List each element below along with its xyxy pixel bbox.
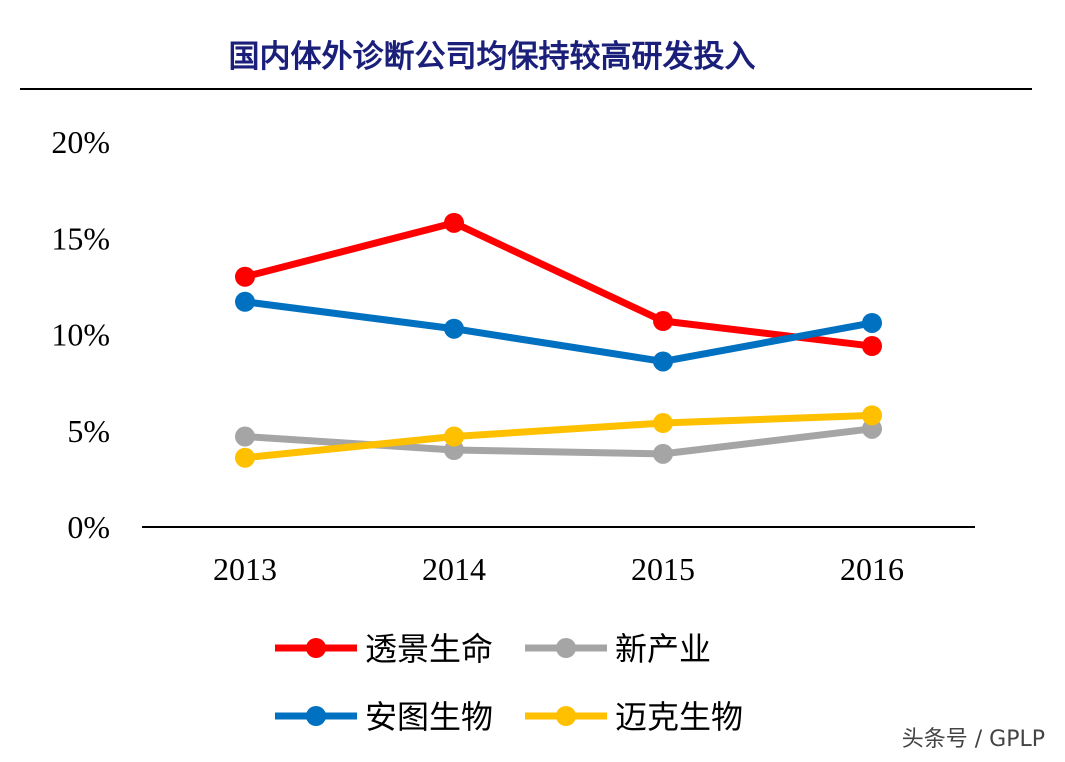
data-point bbox=[444, 212, 464, 233]
data-point bbox=[235, 266, 255, 287]
series-透景生命 bbox=[235, 212, 882, 357]
data-point bbox=[444, 426, 464, 447]
x-tick-label: 2013 bbox=[213, 551, 277, 587]
y-tick-label: 20% bbox=[51, 124, 110, 160]
y-tick-label: 10% bbox=[51, 317, 110, 353]
legend-marker bbox=[306, 638, 326, 658]
y-tick-label: 0% bbox=[67, 509, 110, 545]
series-line bbox=[244, 298, 873, 365]
legend-label: 新产业 bbox=[615, 631, 711, 667]
legend-marker bbox=[556, 638, 576, 658]
watermark: 头条号 / GPLP bbox=[902, 727, 1045, 752]
legend-item: 安图生物 bbox=[275, 699, 493, 735]
series-新产业 bbox=[235, 418, 882, 464]
series-line bbox=[244, 219, 873, 350]
x-tick-label: 2016 bbox=[840, 551, 904, 587]
data-point bbox=[235, 447, 255, 468]
legend-marker bbox=[556, 706, 576, 726]
data-point bbox=[862, 336, 882, 357]
x-tick-label: 2014 bbox=[422, 551, 486, 587]
legend-label: 安图生物 bbox=[365, 699, 493, 735]
series-安图生物 bbox=[235, 291, 882, 372]
data-point bbox=[235, 291, 255, 312]
data-point bbox=[862, 312, 882, 333]
series-迈克生物 bbox=[235, 405, 882, 468]
legend-item: 新产业 bbox=[525, 631, 711, 667]
legend-label: 透景生命 bbox=[365, 631, 493, 667]
y-tick-label: 5% bbox=[67, 413, 110, 449]
legend-marker bbox=[306, 706, 326, 726]
legend-item: 透景生命 bbox=[275, 631, 493, 667]
legend-label: 迈克生物 bbox=[615, 699, 743, 735]
data-point bbox=[653, 443, 673, 464]
data-point bbox=[235, 426, 255, 447]
series-line bbox=[244, 425, 873, 458]
x-tick-label: 2015 bbox=[631, 551, 695, 587]
series-line bbox=[244, 411, 873, 462]
legend-item: 迈克生物 bbox=[525, 699, 743, 735]
data-point bbox=[653, 413, 673, 434]
data-point bbox=[653, 311, 673, 332]
data-point bbox=[653, 351, 673, 372]
chart-title: 国内体外诊断公司均保持较高研发投入 bbox=[229, 39, 756, 75]
data-point bbox=[862, 405, 882, 426]
y-tick-label: 15% bbox=[51, 220, 110, 256]
data-point bbox=[444, 318, 464, 339]
